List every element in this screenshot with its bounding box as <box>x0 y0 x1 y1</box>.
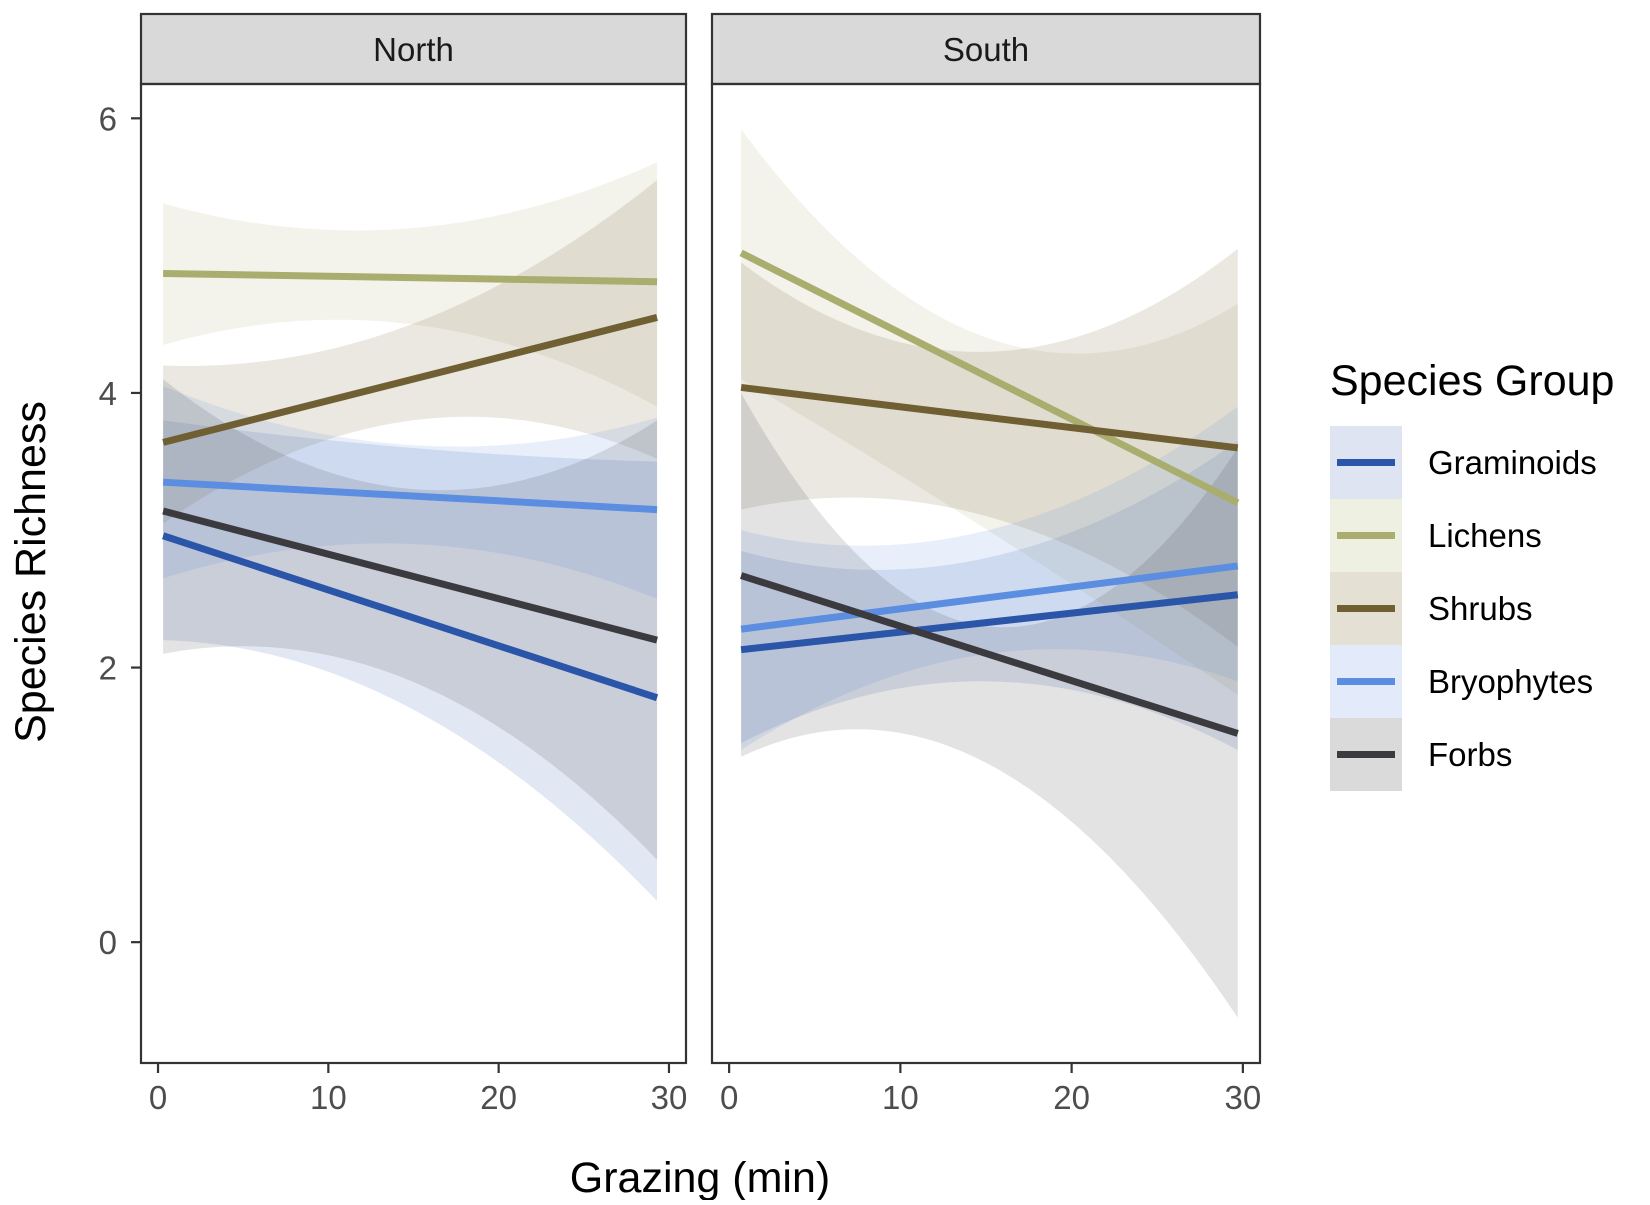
ribbon-lichens <box>741 129 1238 696</box>
line-lichens <box>163 269 658 286</box>
line-bryophytes <box>740 562 1239 633</box>
legend-title: Species Group <box>1330 357 1614 405</box>
facet-strip-label: North <box>373 31 454 68</box>
line-forbs <box>162 507 658 644</box>
facet-strip <box>139 12 688 86</box>
x-tick-label: 30 <box>651 1079 688 1116</box>
facet-panel-south: South 0 10 20 30 <box>710 12 1262 1116</box>
plot-area <box>739 129 1240 1018</box>
legend-label: Lichens <box>1428 517 1542 554</box>
y-tick-label: 6 <box>99 100 117 137</box>
legend-key-forbs <box>1330 718 1402 791</box>
x-tick-label: 20 <box>480 1079 517 1116</box>
x-tick-label: 10 <box>882 1079 919 1116</box>
ribbon-shrubs <box>741 248 1238 647</box>
y-tick-label: 0 <box>99 924 117 961</box>
x-tick-label: 0 <box>149 1079 167 1116</box>
legend-label: Bryophytes <box>1428 663 1593 700</box>
legend-key-bryophytes <box>1330 645 1402 718</box>
ribbon-bryophytes <box>741 406 1238 750</box>
line-lichens <box>739 249 1240 506</box>
legend-key-shrubs <box>1330 572 1402 645</box>
plot-area <box>162 162 659 901</box>
legend-label: Shrubs <box>1428 590 1533 627</box>
panel-border <box>139 82 688 1065</box>
x-tick-label: 30 <box>1225 1079 1262 1116</box>
y-tick-label: 4 <box>99 375 117 412</box>
line-graminoids <box>162 532 659 702</box>
x-axis-title: Grazing (min) <box>570 1154 830 1200</box>
ribbon-shrubs <box>163 180 658 524</box>
line-bryophytes <box>162 478 658 514</box>
legend-key-lichens <box>1330 499 1402 572</box>
panel-border <box>710 82 1262 1065</box>
line-shrubs <box>162 314 658 446</box>
facet-panel-north: North 0 10 20 30 <box>139 12 688 1116</box>
line-shrubs <box>740 383 1239 452</box>
y-tick-label: 2 <box>99 650 117 687</box>
legend-key-graminoids <box>1330 426 1402 499</box>
x-tick-label: 0 <box>720 1079 738 1116</box>
legend: Species Group Graminoids Lichens Shrubs Bryo… <box>1330 357 1614 791</box>
facet-strip-label: South <box>943 31 1029 68</box>
y-axis-title: Species Richness <box>7 401 55 743</box>
legend-label: Forbs <box>1428 736 1512 773</box>
line-forbs <box>740 572 1239 737</box>
x-tick-label: 20 <box>1053 1079 1090 1116</box>
x-tick-label: 10 <box>310 1079 347 1116</box>
line-graminoids <box>740 591 1239 654</box>
ribbon-forbs <box>741 392 1238 1018</box>
legend-label: Graminoids <box>1428 444 1597 481</box>
